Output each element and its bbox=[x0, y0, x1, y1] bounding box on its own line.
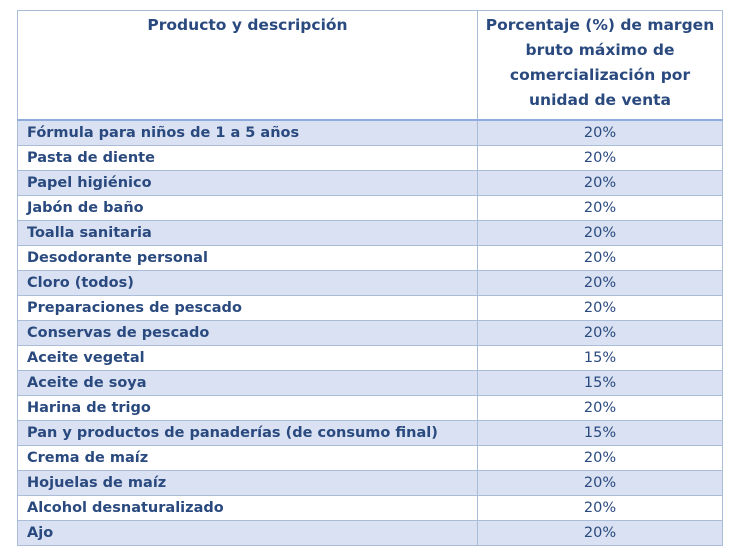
table-row: Crema de maíz 20% bbox=[17, 445, 723, 471]
header-percentage: Porcentaje (%) de margen bruto máximo de… bbox=[477, 10, 723, 121]
cell-product: Hojuelas de maíz bbox=[17, 470, 478, 496]
cell-product: Conservas de pescado bbox=[17, 320, 478, 346]
cell-product: Desodorante personal bbox=[17, 245, 478, 271]
cell-percentage: 20% bbox=[477, 495, 723, 521]
table-row: Pan y productos de panaderías (de consum… bbox=[17, 420, 723, 446]
cell-product: Cloro (todos) bbox=[17, 270, 478, 296]
cell-percentage: 20% bbox=[477, 395, 723, 421]
table-row: Hojuelas de maíz 20% bbox=[17, 470, 723, 496]
cell-percentage: 20% bbox=[477, 220, 723, 246]
table-row: Aceite de soya 15% bbox=[17, 370, 723, 396]
cell-product: Fórmula para niños de 1 a 5 años bbox=[17, 119, 478, 146]
cell-product: Toalla sanitaria bbox=[17, 220, 478, 246]
cell-product: Papel higiénico bbox=[17, 170, 478, 196]
cell-product: Pan y productos de panaderías (de consum… bbox=[17, 420, 478, 446]
cell-percentage: 20% bbox=[477, 320, 723, 346]
cell-percentage: 20% bbox=[477, 445, 723, 471]
cell-product: Preparaciones de pescado bbox=[17, 295, 478, 321]
header-row: Producto y descripción Porcentaje (%) de… bbox=[17, 10, 723, 121]
cell-percentage: 20% bbox=[477, 295, 723, 321]
table-row: Harina de trigo 20% bbox=[17, 395, 723, 421]
table-row: Desodorante personal 20% bbox=[17, 245, 723, 271]
cell-percentage: 20% bbox=[477, 145, 723, 171]
table-row: Pasta de diente 20% bbox=[17, 145, 723, 171]
cell-percentage: 20% bbox=[477, 195, 723, 221]
cell-percentage: 20% bbox=[477, 470, 723, 496]
table-row: Aceite vegetal 15% bbox=[17, 345, 723, 371]
table-header: Producto y descripción Porcentaje (%) de… bbox=[17, 10, 723, 121]
cell-product: Aceite vegetal bbox=[17, 345, 478, 371]
cell-percentage: 15% bbox=[477, 345, 723, 371]
cell-product: Alcohol desnaturalizado bbox=[17, 495, 478, 521]
cell-percentage: 15% bbox=[477, 370, 723, 396]
table-row: Cloro (todos) 20% bbox=[17, 270, 723, 296]
cell-product: Jabón de baño bbox=[17, 195, 478, 221]
table-row: Toalla sanitaria 20% bbox=[17, 220, 723, 246]
cell-percentage: 15% bbox=[477, 420, 723, 446]
cell-product: Pasta de diente bbox=[17, 145, 478, 171]
table-row: Fórmula para niños de 1 a 5 años 20% bbox=[17, 119, 723, 146]
table-body: Fórmula para niños de 1 a 5 años 20% Pas… bbox=[17, 119, 723, 546]
cell-product: Aceite de soya bbox=[17, 370, 478, 396]
table-row: Preparaciones de pescado 20% bbox=[17, 295, 723, 321]
table-row: Jabón de baño 20% bbox=[17, 195, 723, 221]
table-row: Conservas de pescado 20% bbox=[17, 320, 723, 346]
table-row: Papel higiénico 20% bbox=[17, 170, 723, 196]
cell-percentage: 20% bbox=[477, 520, 723, 546]
cell-product: Crema de maíz bbox=[17, 445, 478, 471]
cell-product: Ajo bbox=[17, 520, 478, 546]
cell-percentage: 20% bbox=[477, 245, 723, 271]
table-row: Ajo 20% bbox=[17, 520, 723, 546]
margin-table: Producto y descripción Porcentaje (%) de… bbox=[17, 10, 723, 546]
table-row: Alcohol desnaturalizado 20% bbox=[17, 495, 723, 521]
cell-percentage: 20% bbox=[477, 119, 723, 146]
cell-product: Harina de trigo bbox=[17, 395, 478, 421]
cell-percentage: 20% bbox=[477, 270, 723, 296]
header-product: Producto y descripción bbox=[17, 10, 478, 121]
cell-percentage: 20% bbox=[477, 170, 723, 196]
